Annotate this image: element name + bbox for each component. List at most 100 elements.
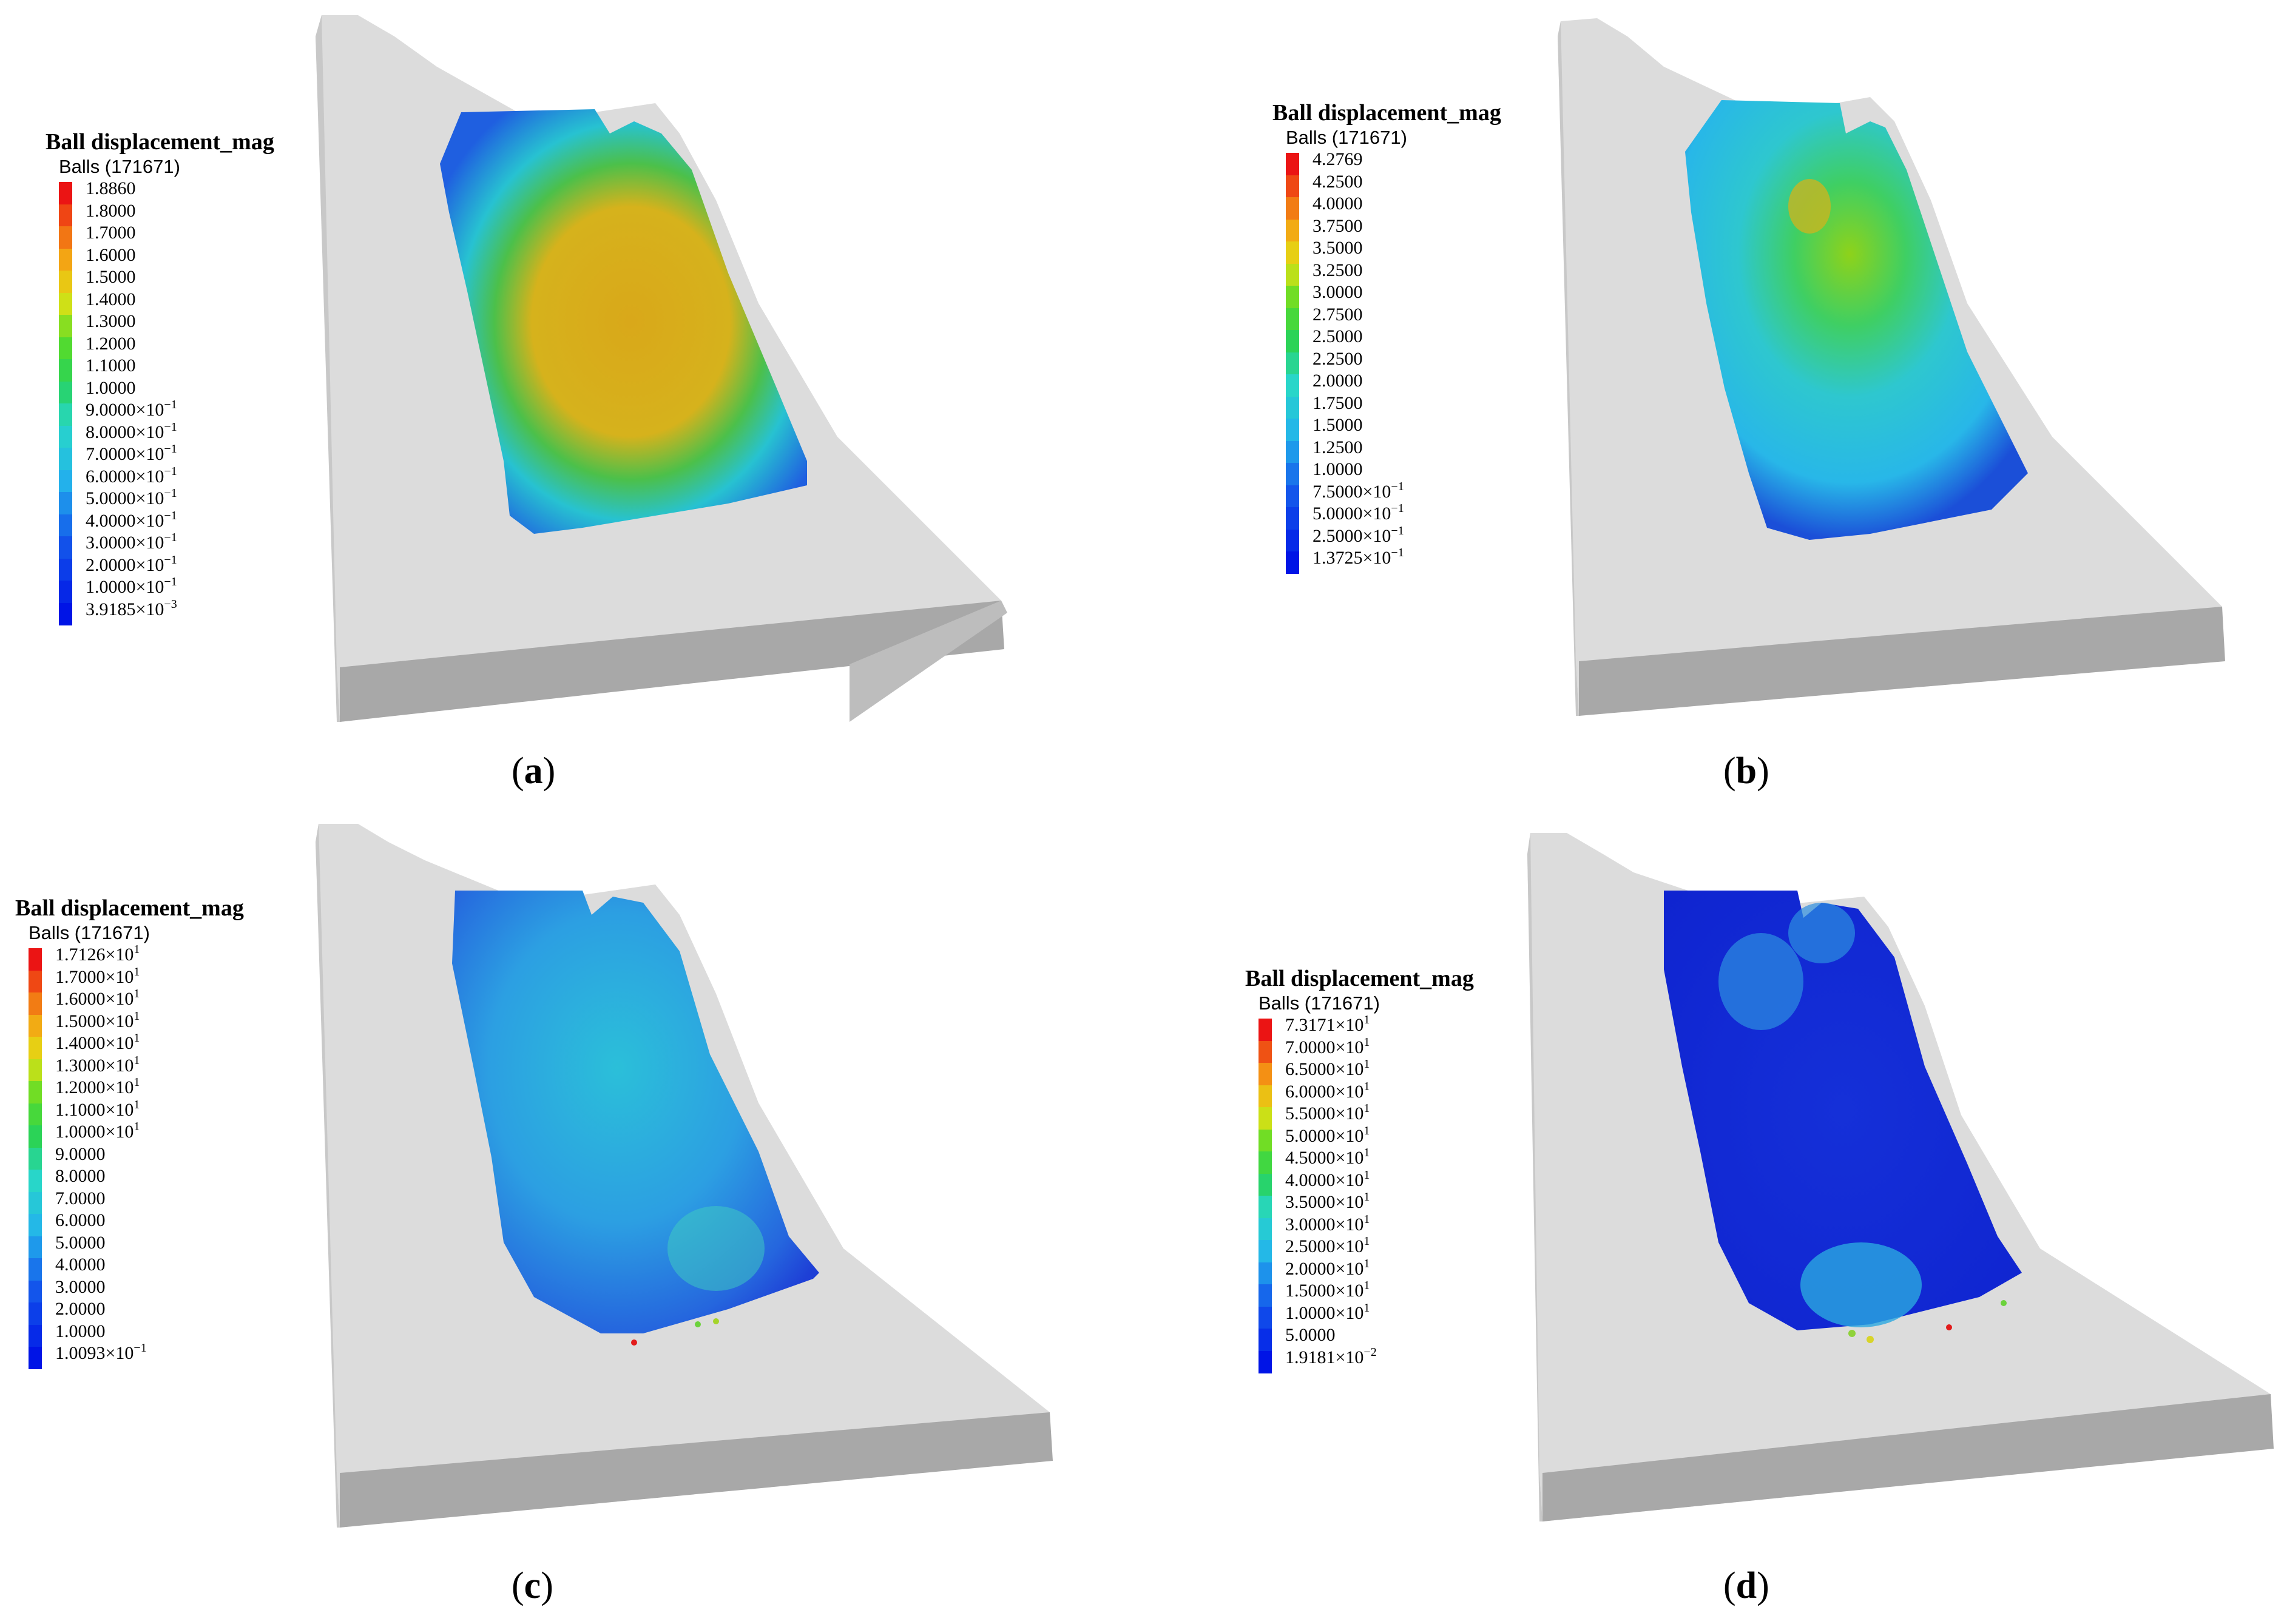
legend-swatch <box>29 1170 42 1192</box>
legend-swatch <box>59 359 72 382</box>
legend-swatch <box>1259 1262 1272 1285</box>
legend-scale: 1.7126×101 1.7000×101 1.6000×101 1.5000×101… <box>29 943 229 1370</box>
legend-tick-label: 4.5000×101 <box>1285 1146 1370 1168</box>
legend-swatch <box>1286 419 1299 441</box>
legend-tick-label: 6.0000×101 <box>1285 1079 1370 1102</box>
legend-swatch <box>1286 551 1299 574</box>
legend-tick-label: 1.3000 <box>86 311 136 331</box>
legend-tick-label: 1.4000×101 <box>55 1031 140 1053</box>
legend-tick-label: 3.2500 <box>1313 260 1363 280</box>
legend-tick-label: 3.0000×101 <box>1285 1212 1370 1235</box>
legend-swatch <box>59 470 72 493</box>
legend-tick-label: 9.0000×10−1 <box>86 398 177 420</box>
legend-tick-label: 1.1000×101 <box>55 1097 140 1120</box>
color-legend: Ball displacement_mag Balls (171671) 1.8… <box>46 130 274 626</box>
legend-tick-label: 5.0000×10−1 <box>1313 502 1404 524</box>
legend-swatch <box>1259 1218 1272 1241</box>
legend-swatch <box>29 970 42 993</box>
legend-tick-label: 2.0000 <box>55 1299 106 1319</box>
legend-tick-label: 1.7000 <box>86 223 136 243</box>
legend-swatch <box>59 602 72 625</box>
legend-tick-label: 1.0000×101 <box>55 1120 140 1142</box>
legend-subtitle: Balls (171671) <box>1286 127 1407 148</box>
legend-tick-label: 2.5000×10−1 <box>1313 524 1404 546</box>
legend-swatch <box>29 1191 42 1215</box>
legend-tick-label: 4.0000 <box>1313 194 1363 214</box>
legend-tick-label: 1.8000 <box>86 200 136 221</box>
legend-swatch <box>59 381 72 404</box>
color-legend: Ball displacement_mag Balls (171671) 4.2… <box>1272 101 1501 575</box>
legend-swatch <box>1259 1129 1272 1152</box>
legend-tick-label: 1.9181×10−2 <box>1285 1345 1377 1367</box>
legend-subtitle: Balls (171671) <box>29 922 150 943</box>
legend-swatch <box>1259 1019 1272 1041</box>
legend-swatch <box>1259 1040 1272 1063</box>
legend-swatch <box>1259 1240 1272 1262</box>
legend-tick-label: 1.1000 <box>86 355 136 376</box>
legend-tick-label: 3.5000×101 <box>1285 1190 1370 1212</box>
legend-tick-label: 1.4000 <box>86 289 136 309</box>
legend-swatch <box>1259 1107 1272 1130</box>
legend-swatch <box>29 1147 42 1170</box>
legend-swatch <box>59 182 72 204</box>
legend-tick-label: 1.6000×101 <box>55 987 140 1009</box>
legend-swatch <box>1259 1063 1272 1085</box>
legend-tick-label: 3.5000 <box>1313 238 1363 258</box>
legend-swatch <box>1286 485 1299 508</box>
legend-tick-label: 3.7500 <box>1313 215 1363 236</box>
panel-caption: (d) <box>1723 1565 1769 1606</box>
legend-swatch <box>29 1324 42 1347</box>
legend-tick-label: 7.5000×10−1 <box>1313 479 1404 502</box>
slope-model-render <box>316 15 1007 722</box>
legend-swatch <box>29 1059 42 1082</box>
legend-swatch <box>59 315 72 337</box>
legend-tick-label: 8.0000 <box>55 1166 106 1186</box>
legend-tick-label: 1.2000 <box>86 333 136 354</box>
legend-tick-label: 2.2500 <box>1313 348 1363 369</box>
panel-a: Ball displacement_mag Balls (171671) 1.8… <box>0 0 1142 812</box>
legend-tick-label: 3.0000 <box>1313 282 1363 302</box>
legend-scale: 1.8860 1.8000 1.7000 1.6000 1.5000 1.4000 1.30… <box>59 180 259 626</box>
color-legend: Ball displacement_mag Balls (171671) 7.3… <box>1245 967 1474 1374</box>
legend-tick-label: 7.0000 <box>55 1188 106 1208</box>
legend-subtitle: Balls (171671) <box>59 156 180 177</box>
panel-caption: (c) <box>512 1565 553 1606</box>
legend-swatch <box>1286 529 1299 552</box>
legend-scale: 4.2769 4.2500 4.0000 3.7500 3.5000 3.2500 3.00… <box>1286 150 1486 575</box>
legend-swatch <box>1286 463 1299 485</box>
legend-tick-label: 1.7000×101 <box>55 965 140 987</box>
legend-swatch <box>29 1302 42 1325</box>
legend-tick-label: 1.2000×101 <box>55 1076 140 1097</box>
legend-tick-label: 2.5000 <box>1313 326 1363 346</box>
panel-caption: (a) <box>512 750 556 792</box>
legend-tick-label: 1.0000×101 <box>1285 1301 1370 1323</box>
legend-tick-label: 3.0000 <box>55 1276 106 1297</box>
slope-model-render <box>1558 18 2225 716</box>
legend-swatch <box>29 1037 42 1059</box>
legend-swatch <box>29 992 42 1015</box>
legend-swatch <box>59 403 72 426</box>
legend-swatch <box>29 1347 42 1369</box>
legend-swatch <box>29 1125 42 1148</box>
legend-tick-label: 7.0000×101 <box>1285 1035 1370 1057</box>
legend-swatch <box>1259 1196 1272 1218</box>
legend-tick-label: 5.0000 <box>1285 1325 1336 1345</box>
legend-swatch <box>59 337 72 360</box>
legend-swatch <box>59 204 72 227</box>
legend-swatch <box>29 1258 42 1281</box>
legend-swatch <box>59 226 72 249</box>
legend-title: Ball displacement_mag <box>1245 966 1474 991</box>
legend-tick-label: 9.0000 <box>55 1144 106 1164</box>
legend-tick-label: 4.2500 <box>1313 171 1363 192</box>
legend-swatch <box>59 492 72 514</box>
legend-swatch <box>1286 507 1299 530</box>
legend-tick-label: 1.3000×101 <box>55 1053 140 1076</box>
legend-swatch <box>59 271 72 293</box>
legend-swatch <box>1286 396 1299 419</box>
legend-swatch <box>29 948 42 971</box>
panel-c: Ball displacement_mag Balls (171671) 1.7… <box>0 812 1142 1623</box>
legend-swatch <box>1286 352 1299 375</box>
legend-tick-label: 6.5000×101 <box>1285 1057 1370 1079</box>
panel-d: Ball displacement_mag Balls (171671) 7.3… <box>1142 812 2284 1623</box>
legend-tick-label: 5.5000×101 <box>1285 1102 1370 1124</box>
